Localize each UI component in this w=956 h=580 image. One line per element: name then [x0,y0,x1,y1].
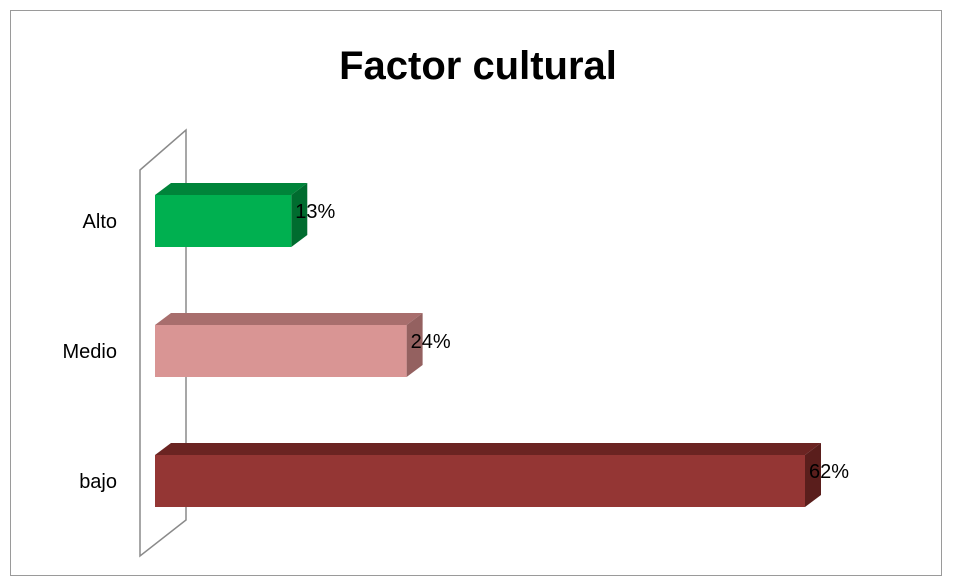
value-label: 24% [411,331,451,353]
bar-bajo [155,443,821,507]
bar-side-face [406,313,423,377]
category-label: bajo [79,471,117,493]
bar-front-face [155,195,292,247]
chart-title: Factor cultural [339,44,617,88]
bar-side-face [291,183,308,247]
bar-top-face [155,313,423,325]
bar-front-face [155,325,407,377]
value-label: 62% [809,461,849,483]
bar-top-face [155,183,308,195]
category-label: Alto [83,211,117,233]
bar-alto [155,183,308,247]
bar-medio [155,313,423,377]
bar-top-face [155,443,821,455]
bar-side-face [805,443,821,507]
value-label: 13% [295,201,335,223]
bar-front-face [155,455,805,507]
category-label: Medio [63,341,117,363]
axis-wall [139,128,187,558]
